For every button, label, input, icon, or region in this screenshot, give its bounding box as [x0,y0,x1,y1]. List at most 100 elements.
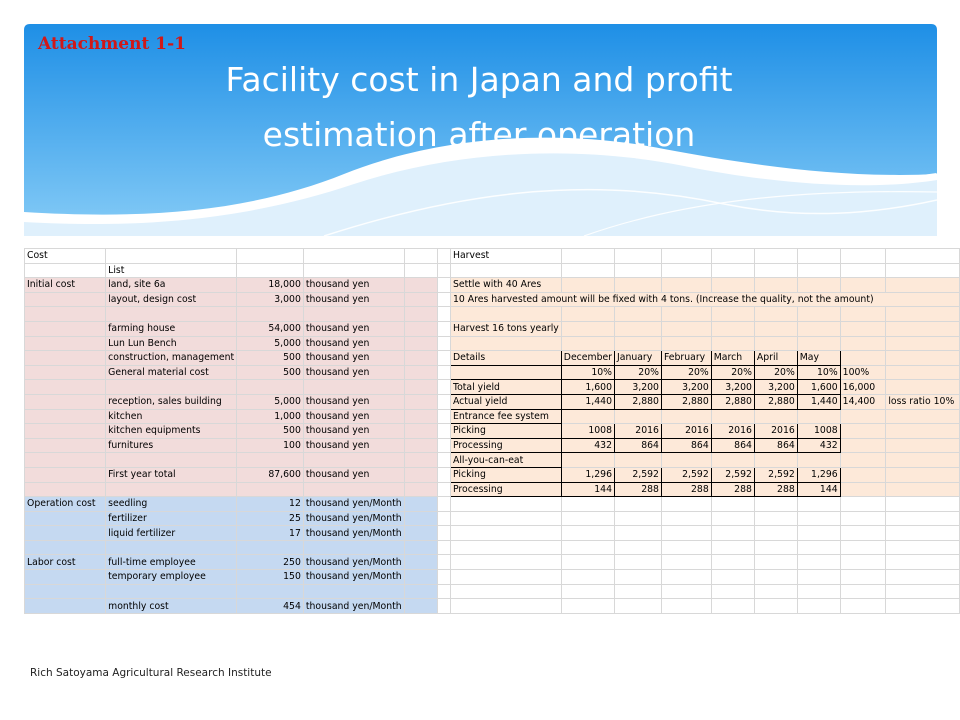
sheet-cell: 1008 [796,423,841,439]
sheet-cell [449,569,562,585]
sheet-cell: Picking [449,423,562,439]
sheet-cell [449,554,562,571]
sheet-cell [710,525,755,541]
sheet-cell [105,379,238,395]
sheet-cell: thousand yen/Month [302,496,405,512]
sheet-row: temporary employee 150 thousand yen/Month [23,569,960,585]
sheet-cell [23,481,107,498]
sheet-cell: December [560,350,616,366]
sheet-cell [560,306,616,322]
sheet-cell [436,393,452,410]
sheet-cell [753,277,798,293]
sheet-cell [753,306,798,322]
sheet-row: construction, management 500 thousand yen D… [23,350,960,366]
sheet-cell [403,569,438,585]
sheet-cell: April [753,350,798,366]
sheet-cell [449,583,562,600]
sheet-cell [23,437,107,454]
sheet-cell: 144 [560,481,616,498]
sheet-cell [885,320,960,337]
sheet-cell [796,248,841,264]
sheet-cell [885,539,960,556]
sheet-cell [403,262,438,279]
sheet-row: General material cost 500 thousand yen 10% 2… [23,364,960,381]
sheet-cell [839,598,887,614]
sheet-cell [753,554,798,571]
sheet-cell: May [796,350,841,366]
sheet-cell [839,510,887,527]
sheet-cell [710,452,755,468]
sheet-cell [449,364,562,381]
sheet-cell [796,452,841,468]
sheet-cell [796,510,841,527]
sheet-cell [560,408,616,425]
sheet-row: Initial cost land, site 6a 18,000 thousand … [23,277,960,293]
sheet-cell: 288 [614,481,662,498]
sheet-cell [436,539,452,556]
sheet-cell [403,364,438,381]
sheet-cell [403,306,438,322]
sheet-cell [710,569,755,585]
title-line-1: Facility cost in Japan and profit [225,60,733,99]
sheet-cell [753,510,798,527]
sheet-cell: 3,200 [753,379,798,395]
sheet-cell [436,277,452,293]
sheet-cell [403,393,438,410]
sheet-cell [23,466,107,483]
sheet-cell [403,554,438,571]
sheet-cell [885,598,960,614]
sheet-cell: 500 [236,423,304,439]
sheet-cell [302,481,405,498]
sheet-cell [660,598,712,614]
sheet-cell [236,262,304,279]
sheet-cell [436,583,452,600]
sheet-cell [796,320,841,337]
sheet-cell: 150 [236,569,304,585]
sheet-cell: 1,296 [560,466,616,483]
sheet-cell: 1,000 [236,408,304,425]
sheet-cell: 500 [236,364,304,381]
sheet-cell [23,306,107,322]
sheet-cell: First year total [105,466,238,483]
sheet-cell [710,277,755,293]
sheet-cell: 432 [560,437,616,454]
sheet-cell [23,452,107,468]
sheet-cell [105,248,238,264]
attachment-label: Attachment 1-1 [38,34,186,54]
sheet-row [23,306,960,322]
sheet-cell [885,248,960,264]
sheet-cell: Harvest [449,248,562,264]
sheet-cell: thousand yen [302,335,405,352]
sheet-cell: 144 [796,481,841,498]
sheet-cell [23,320,107,337]
sheet-cell: 2,880 [614,393,662,410]
sheet-cell [105,306,238,322]
sheet-cell: Actual yield [449,393,562,410]
sheet-cell: 20% [614,364,662,381]
sheet-cell: layout, design cost [105,291,238,308]
sheet-cell: furnitures [105,437,238,454]
sheet-cell [885,481,960,498]
sheet-cell [796,408,841,425]
sheet-cell [753,525,798,541]
sheet-cell: 20% [710,364,755,381]
sheet-cell: thousand yen/Month [302,554,405,571]
sheet-cell [660,408,712,425]
sheet-cell: reception, sales building [105,393,238,410]
sheet-cell: temporary employee [105,569,238,585]
sheet-cell: 3,000 [236,291,304,308]
sheet-row: Operation cost seedling 12 thousand yen/Mon… [23,496,960,512]
sheet-cell [839,423,887,439]
sheet-cell [560,583,616,600]
sheet-cell: 3,200 [614,379,662,395]
sheet-cell [839,583,887,600]
sheet-row: furnitures 100 thousand yen Processing 432 86… [23,437,960,454]
sheet-cell [302,262,405,279]
sheet-cell [885,262,960,279]
sheet-cell [796,583,841,600]
sheet-cell [23,510,107,527]
sheet-cell: Entrance fee system [449,408,562,425]
sheet-cell: 16,000 [839,379,887,395]
sheet-cell: Details [449,350,562,366]
sheet-cell [614,510,662,527]
